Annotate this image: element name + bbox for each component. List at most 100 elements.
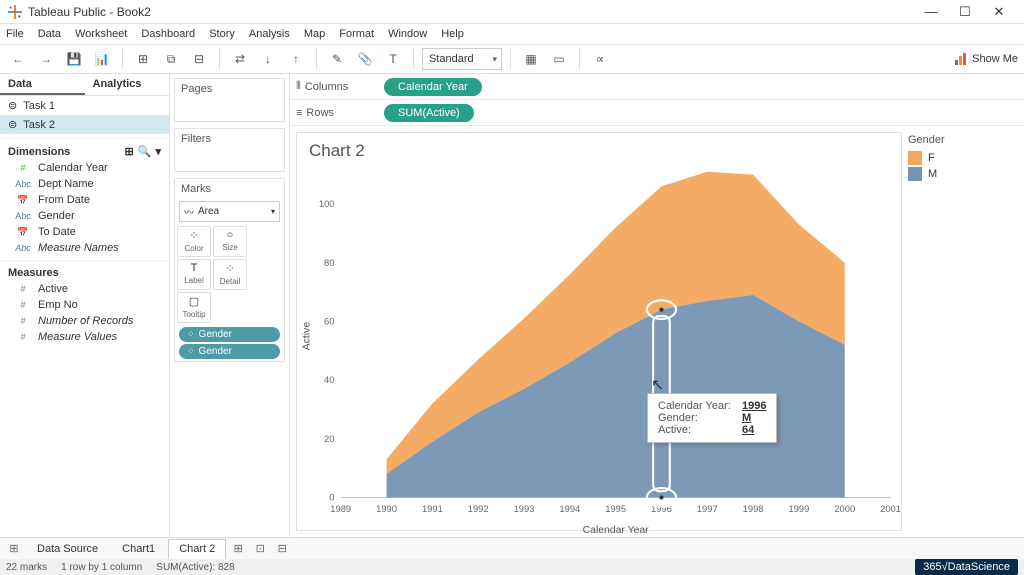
mark-size-button[interactable]: ○Size	[213, 226, 247, 257]
field-emp-no[interactable]: #Emp No	[0, 297, 169, 313]
mark-label-button[interactable]: T Label	[177, 259, 211, 290]
analytics-tab[interactable]: Analytics	[85, 74, 170, 95]
field-active[interactable]: #Active	[0, 281, 169, 297]
svg-text:0: 0	[329, 493, 334, 503]
separator	[579, 49, 580, 69]
minimize-button[interactable]: —	[914, 0, 948, 24]
menu-window[interactable]: Window	[388, 28, 427, 40]
menu-map[interactable]: Map	[304, 28, 325, 40]
datasource-task1[interactable]: ⊜ Task 1	[0, 96, 169, 115]
mark-btn-label: Label	[184, 276, 204, 285]
present-button[interactable]: ▭	[547, 47, 571, 71]
save-button[interactable]: 💾	[62, 47, 86, 71]
pages-shelf[interactable]: Pages	[174, 78, 285, 122]
area-chart[interactable]: 0204060801001989199019911992199319941995…	[297, 133, 901, 539]
share-button[interactable]: ∝	[588, 47, 612, 71]
filters-shelf[interactable]: Filters	[174, 128, 285, 172]
search-icon[interactable]: 🔍	[138, 145, 152, 158]
svg-text:1993: 1993	[514, 504, 535, 514]
field-measure-values[interactable]: #Measure Values	[0, 329, 169, 345]
legend-item-M[interactable]: M	[908, 166, 1018, 182]
mark-detail-button[interactable]: ⁘Detail	[213, 259, 247, 290]
status-bar: 22 marks 1 row by 1 column SUM(Active): …	[0, 559, 1024, 575]
menu-file[interactable]: File	[6, 28, 24, 40]
highlight-button[interactable]: ✎	[325, 47, 349, 71]
new-dashboard-tab[interactable]: ⊡	[250, 542, 270, 555]
title-bar: Tableau Public - Book2 — ☐ ✕	[0, 0, 1024, 24]
menu-story[interactable]: Story	[209, 28, 235, 40]
field-from-date[interactable]: 📅From Date	[0, 192, 169, 208]
cards-pane: Pages Filters Marks 〰 Area ⁘Color○SizeTL…	[170, 74, 290, 537]
cards-button[interactable]: ▦	[519, 47, 543, 71]
menu-help[interactable]: Help	[441, 28, 464, 40]
redo-button[interactable]: →	[34, 47, 58, 71]
menu-worksheet[interactable]: Worksheet	[75, 28, 127, 40]
field-number-of-records[interactable]: #Number of Records	[0, 313, 169, 329]
clear-button[interactable]: ⊟	[187, 47, 211, 71]
sheet-tab-chart1[interactable]: Chart1	[111, 539, 166, 559]
show-me-button[interactable]: Show Me	[954, 52, 1018, 66]
mark-btn-label: Color	[184, 244, 203, 253]
datasource-label: Task 1	[23, 100, 55, 112]
mark-color-button[interactable]: ⁘Color	[177, 226, 211, 257]
field-label: Number of Records	[38, 315, 133, 327]
group-button[interactable]: 📎	[353, 47, 377, 71]
mark-pill-0[interactable]: ⁘Gender	[179, 327, 280, 342]
mark-pill-1[interactable]: ⁘Gender	[179, 344, 280, 359]
columns-shelf[interactable]: ⦀Columns Calendar Year	[290, 74, 1024, 100]
mark-type-select[interactable]: 〰 Area	[179, 201, 280, 222]
mark-btn-label: Tooltip	[182, 310, 205, 319]
pill-icon: ⁘	[187, 346, 195, 357]
datasource-task2[interactable]: ⊜ Task 2	[0, 115, 169, 134]
data-tab[interactable]: Data	[0, 74, 85, 95]
separator	[219, 49, 220, 69]
field-calendar-year[interactable]: #Calendar Year	[0, 160, 169, 176]
legend-swatch	[908, 151, 922, 165]
field-measure-names[interactable]: AbcMeasure Names	[0, 240, 169, 256]
tooltip-active: 64	[742, 424, 754, 436]
duplicate-button[interactable]: ⧉	[159, 47, 183, 71]
columns-pill[interactable]: Calendar Year	[384, 78, 482, 96]
menu-bar: File Data Worksheet Dashboard Story Anal…	[0, 24, 1024, 44]
menu-analysis[interactable]: Analysis	[249, 28, 290, 40]
fit-dropdown[interactable]: Standard	[422, 48, 502, 70]
totals-button[interactable]: T	[381, 47, 405, 71]
filters-label: Filters	[175, 129, 284, 149]
chart-canvas[interactable]: Chart 2 02040608010019891990199119921993…	[296, 132, 902, 531]
new-story-tab[interactable]: ⊟	[272, 542, 292, 555]
new-worksheet-tab[interactable]: ⊞	[228, 542, 248, 555]
legend-label: M	[928, 168, 937, 180]
field-gender[interactable]: AbcGender	[0, 208, 169, 224]
sort-desc-button[interactable]: ↑	[284, 47, 308, 71]
field-to-date[interactable]: 📅To Date	[0, 224, 169, 240]
view-icon[interactable]: ⊞	[125, 145, 134, 158]
new-data-button[interactable]: 📊	[90, 47, 114, 71]
rows-pill[interactable]: SUM(Active)	[384, 104, 474, 122]
type-icon: 📅	[14, 227, 32, 238]
menu-icon[interactable]: ▾	[155, 145, 161, 158]
field-dept-name[interactable]: AbcDept Name	[0, 176, 169, 192]
rows-shelf[interactable]: ≡Rows SUM(Active)	[290, 100, 1024, 126]
field-label: Calendar Year	[38, 162, 108, 174]
close-button[interactable]: ✕	[982, 0, 1016, 24]
mark-tooltip-button[interactable]: ▢Tooltip	[177, 292, 211, 323]
sheet-tab-chart2[interactable]: Chart 2	[168, 539, 226, 559]
datasource-tab-label[interactable]: Data Source	[26, 539, 109, 559]
menu-format[interactable]: Format	[339, 28, 374, 40]
menu-data[interactable]: Data	[38, 28, 61, 40]
new-worksheet-button[interactable]: ⊞	[131, 47, 155, 71]
sort-asc-button[interactable]: ↓	[256, 47, 280, 71]
undo-button[interactable]: ←	[6, 47, 30, 71]
legend-item-F[interactable]: F	[908, 150, 1018, 166]
menu-dashboard[interactable]: Dashboard	[141, 28, 195, 40]
svg-text:Calendar Year: Calendar Year	[583, 525, 649, 536]
datasource-tab[interactable]: ⊞	[4, 542, 24, 555]
label-icon: T	[178, 262, 210, 274]
svg-text:1998: 1998	[743, 504, 764, 514]
maximize-button[interactable]: ☐	[948, 0, 982, 24]
db-icon: ⊜	[8, 118, 17, 131]
marks-card: Marks 〰 Area ⁘Color○SizeTLabel⁘Detail▢To…	[174, 178, 285, 362]
swap-button[interactable]: ⇄	[228, 47, 252, 71]
legend-label: F	[928, 152, 935, 164]
tooltip-gender: M	[742, 412, 751, 424]
